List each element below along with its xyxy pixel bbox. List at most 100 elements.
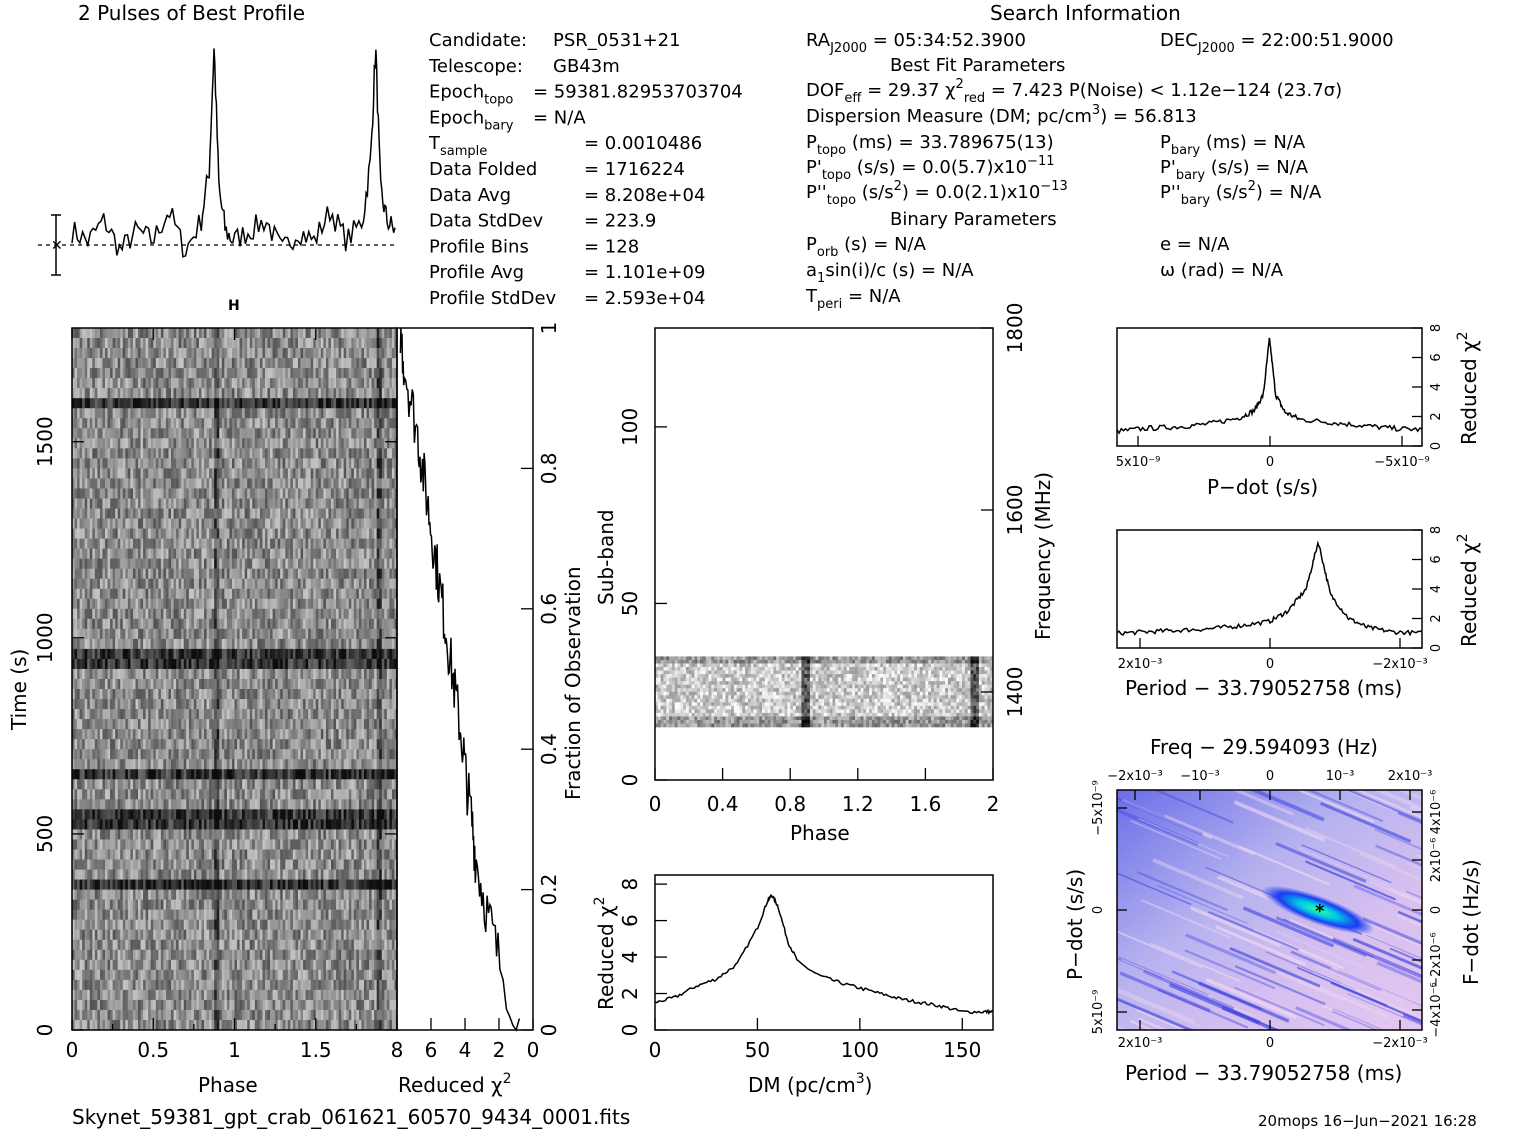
time-phase-cell [267,528,271,539]
time-phase-cell [110,438,114,449]
time-phase-cell [87,618,91,630]
time-phase-cell [94,458,98,469]
time-phase-cell [183,528,187,539]
time-phase-cell [358,689,362,700]
time-phase-cell [394,548,398,560]
time-phase-cell [333,498,337,509]
time-phase-cell [97,468,101,479]
time-phase-cell [165,468,169,479]
time-phase-cell [242,428,246,439]
time-phase-cell [191,699,195,710]
time-phase-cell [229,518,233,529]
time-phase-cell [292,608,296,620]
time-phase-cell [79,679,83,690]
time-phase-cell [320,508,324,519]
time-phase-cell [247,658,251,670]
time-phase-cell [130,348,134,359]
time-phase-cell [160,578,164,590]
time-phase-cell [242,598,246,610]
time-phase-cell [193,648,197,660]
time-phase-cell [361,588,365,600]
time-phase-cell [308,418,312,429]
time-phase-cell [171,578,174,590]
time-phase-cell [77,498,81,509]
time-phase-cell [353,418,357,429]
time-phase-cell [290,488,294,499]
time-phase-cell [99,338,103,349]
time-phase-cell [84,448,88,459]
time-phase-cell [343,578,347,590]
time-phase-cell [384,478,388,489]
time-phase-cell [178,689,182,700]
time-phase-cell [356,679,360,690]
time-phase-cell [224,518,228,529]
time-phase-cell [143,438,147,449]
time-phase-cell [353,679,357,690]
time-phase-cell [297,448,301,459]
time-phase-cell [206,498,210,509]
time-phase-cell [343,398,347,409]
time-phase-cell [239,508,243,519]
time-phase-cell [254,709,258,720]
time-phase-cell [369,518,373,529]
time-phase-cell [353,348,357,359]
time-phase-cell [181,448,185,459]
time-phase-cell [153,418,157,429]
time-phase-cell [89,458,93,469]
time-phase-cell [221,328,225,339]
time-phase-cell [165,709,169,720]
time-phase-cell [84,668,88,680]
time-phase-cell [72,478,75,489]
time-phase-cell [336,408,339,419]
time-phase-cell [333,358,337,369]
time-phase-cell [214,498,218,509]
time-phase-cell [130,488,134,499]
time-phase-cell [247,438,251,449]
profile-plot: ✕ [38,48,396,276]
time-phase-cell [353,468,357,479]
time-phase-cell [379,498,383,509]
time-phase-cell [257,428,261,439]
time-phase-cell [191,488,195,499]
time-phase-cell [191,568,195,580]
time-phase-cell [229,658,233,670]
time-phase-cell [135,388,139,399]
time-phase-cell [343,608,347,620]
time-phase-cell [130,388,134,399]
time-phase-cell [150,378,154,389]
time-phase-cell [356,488,360,499]
time-phase-cell [150,418,154,429]
time-phase-cell [120,568,124,580]
time-phase-cell [94,518,98,529]
time-phase-cell [155,408,159,419]
time-phase-cell [282,458,286,469]
time-phase-cell [389,368,393,379]
time-phase-cell [117,538,121,550]
time-phase-cell [188,498,192,509]
time-phase-cell [216,348,220,359]
time-phase-cell [272,618,276,630]
time-phase-cell [386,448,390,459]
time-phase-cell [135,328,139,339]
time-phase-cell [328,648,332,660]
time-phase-cell [285,699,289,710]
time-phase-cell [338,648,342,660]
time-phase-cell [219,598,223,610]
time-phase-cell [341,658,345,670]
time-phase-cell [300,578,304,590]
time-phase-cell [247,448,251,459]
time-phase-cell [165,328,169,339]
time-phase-cell [285,478,289,489]
time-phase-cell [358,458,362,469]
time-phase-cell [201,568,205,580]
time-phase-cell [313,608,317,620]
time-phase-cell [343,488,347,499]
time-phase-cell [132,608,136,620]
time-phase-cell [107,408,111,419]
time-phase-cell [155,648,159,660]
time-phase-cell [272,638,276,650]
time-phase-cell [308,699,312,710]
time-phase-cell [171,418,174,429]
time-phase-cell [391,648,395,660]
time-phase-cell [328,568,332,580]
